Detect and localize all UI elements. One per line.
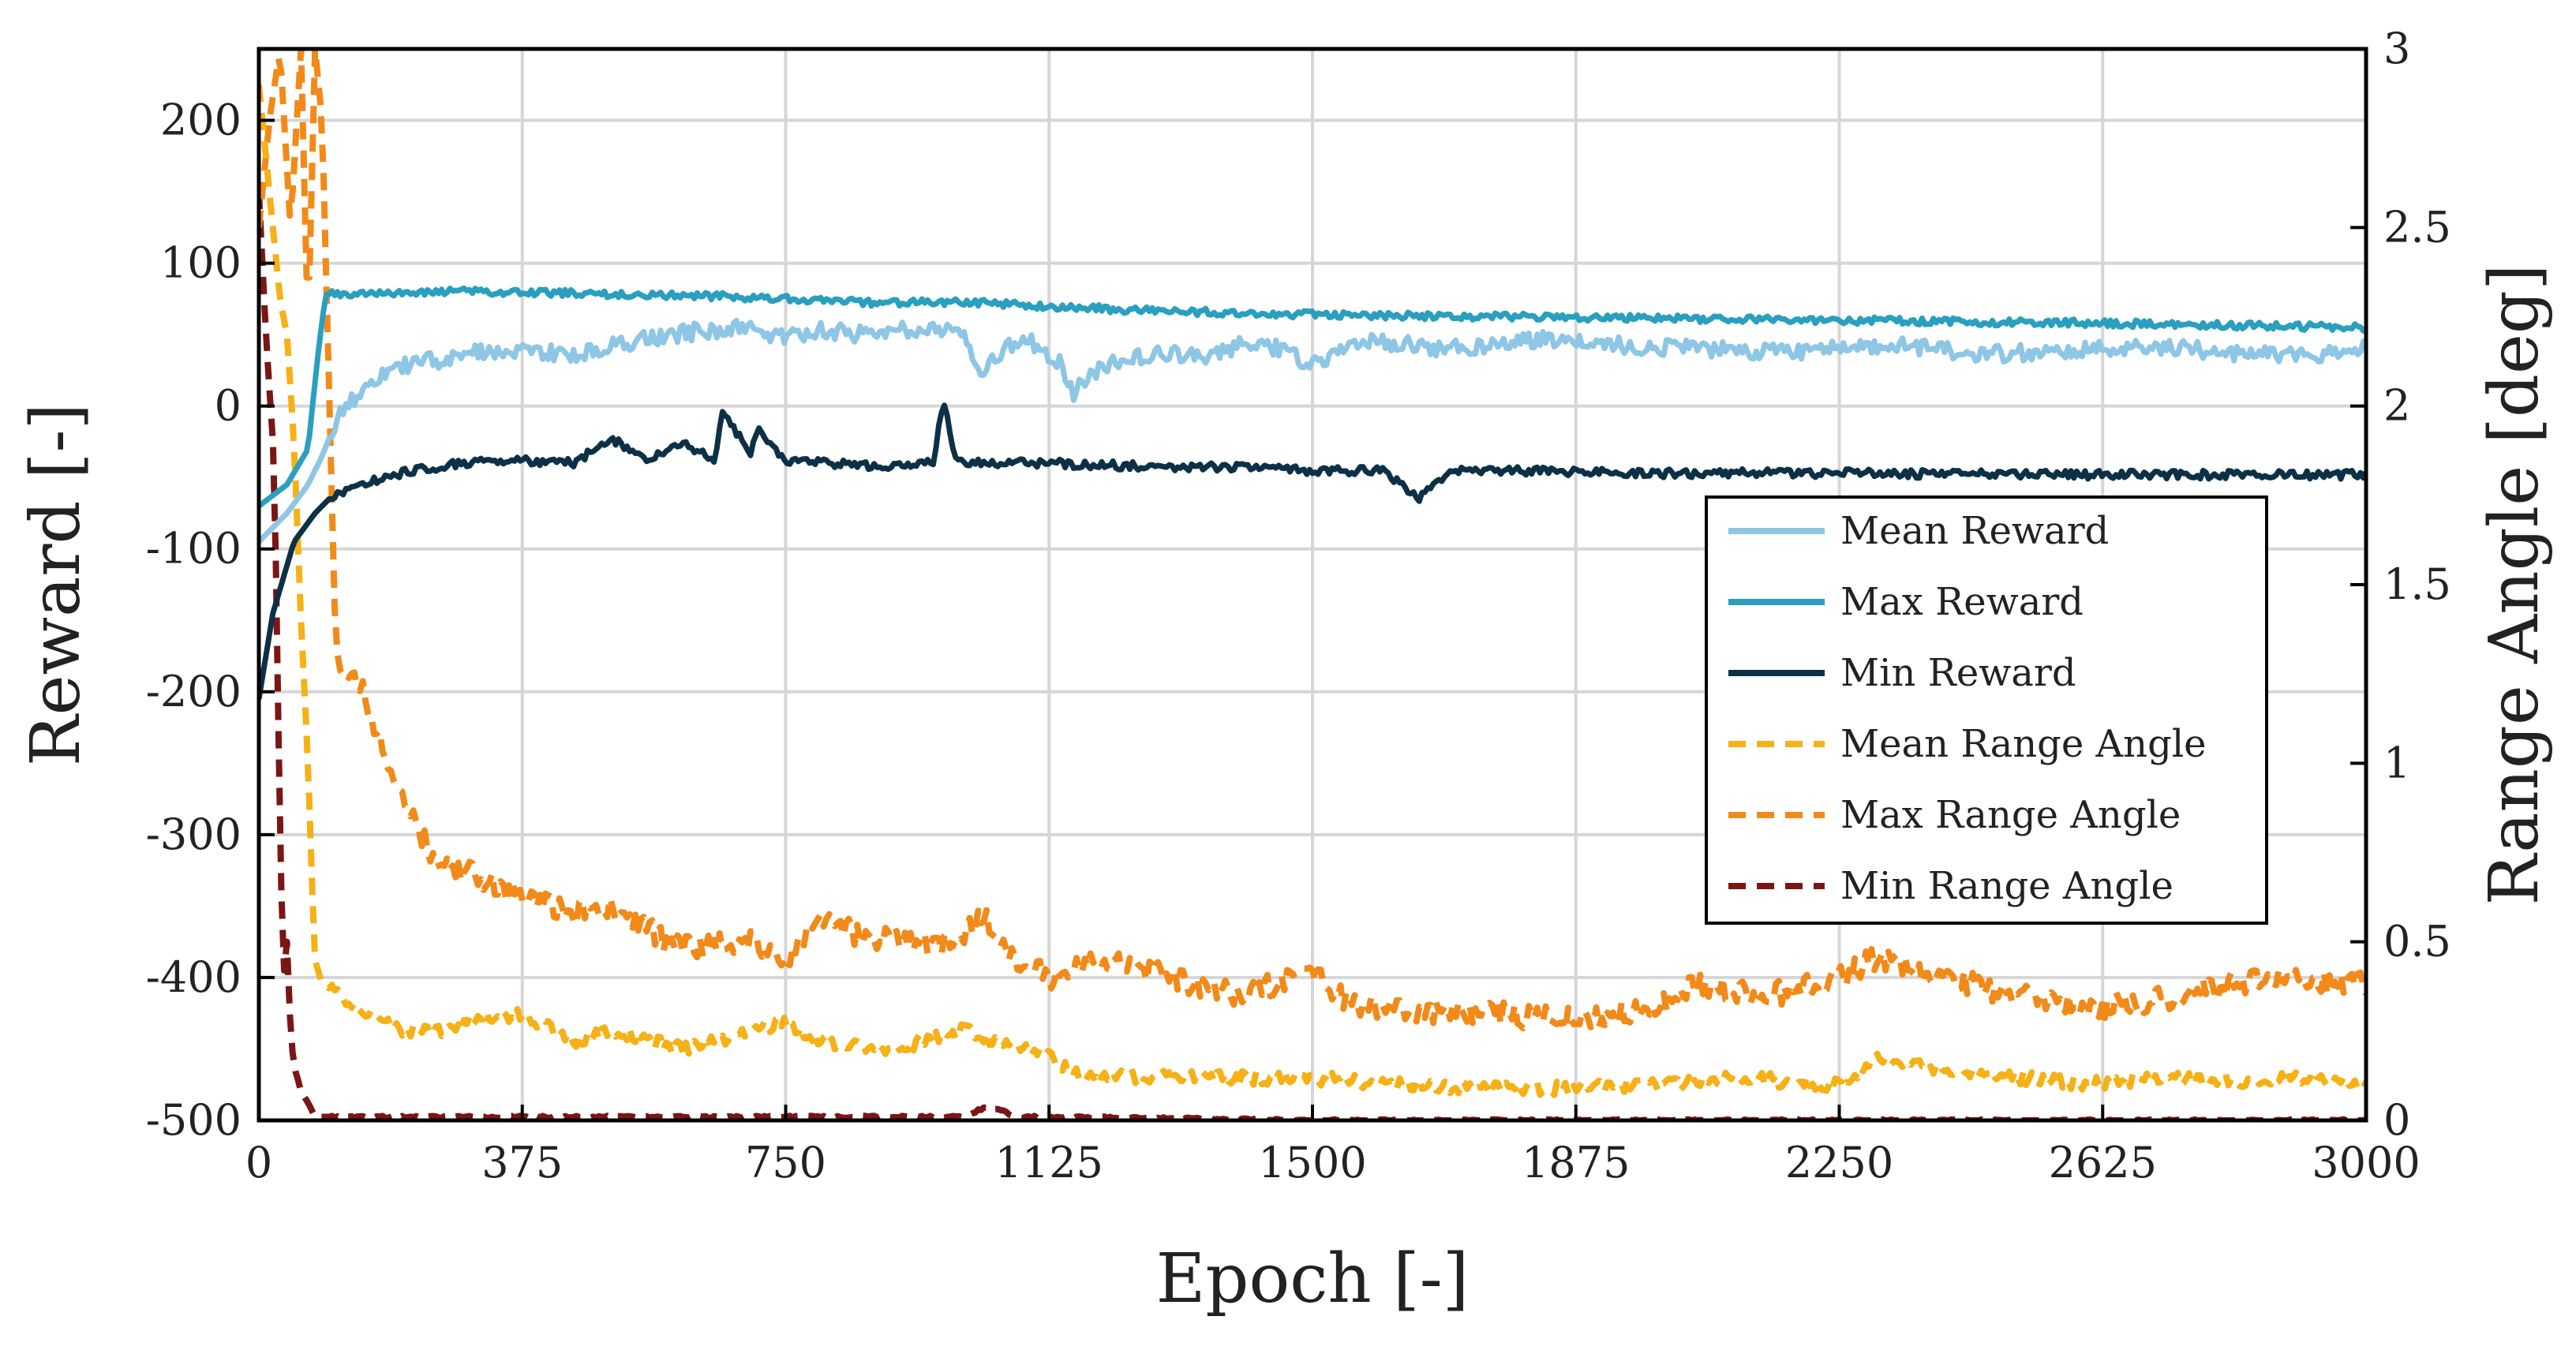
x-tick-label: 2250 [1785,1138,1893,1187]
x-tick-label: 3000 [2312,1138,2420,1187]
series-line-min-reward [259,402,2366,700]
y-tick-label: -400 [146,952,242,1002]
legend-label: Max Reward [1840,580,2084,624]
y2-tick-label: 2 [2383,381,2410,431]
x-tick-label: 2625 [2049,1138,2157,1187]
y2-tick-label: 0 [2383,1095,2410,1145]
series-group [259,49,2366,1120]
y2-tick-label: 1.5 [2383,559,2451,609]
y-tick-label: 0 [215,381,242,431]
x-tick-label: 1125 [995,1138,1103,1187]
legend-label: Min Range Angle [1840,864,2174,908]
legend-box [1705,495,2268,925]
x-axis-title: Epoch [-] [1156,1240,1470,1318]
y-tick-label: -300 [146,810,242,859]
y-axis-title: Reward [-] [17,403,95,766]
legend-label: Max Range Angle [1840,793,2181,837]
legend-label: Mean Range Angle [1840,722,2207,766]
legend-label: Min Reward [1840,651,2076,695]
x-tick-label: 375 [481,1138,563,1187]
y2-tick-label: 0.5 [2383,917,2451,967]
x-tick-label: 750 [745,1138,826,1187]
series-line-mean-reward [259,317,2366,544]
y2-tick-label: 1 [2383,738,2410,787]
y2-axis-title: Range Angle [deg] [2475,264,2554,905]
x-tick-label: 0 [245,1138,272,1187]
legend: Mean Reward Max Reward Min Reward Mean Rang… [1705,495,2268,925]
series-line-max-range-angle [259,49,2366,1034]
y-tick-label: -200 [146,667,242,716]
y2-tick-label: 3 [2383,24,2410,73]
y2-tick-label: 2.5 [2383,202,2451,252]
y-tick-label: 200 [160,95,242,145]
y-tick-label: 100 [160,238,242,288]
x-tick-label: 1500 [1258,1138,1366,1187]
ticks: 0 375 750 1125 1500 1875 2250 2625 3000 -500 -400 -… [146,24,2451,1187]
y-tick-label: -500 [146,1095,242,1145]
y-tick-label: -100 [146,524,242,574]
legend-label: Mean Reward [1840,509,2109,553]
x-tick-label: 1875 [1522,1138,1630,1187]
series-line-max-reward [259,285,2366,509]
